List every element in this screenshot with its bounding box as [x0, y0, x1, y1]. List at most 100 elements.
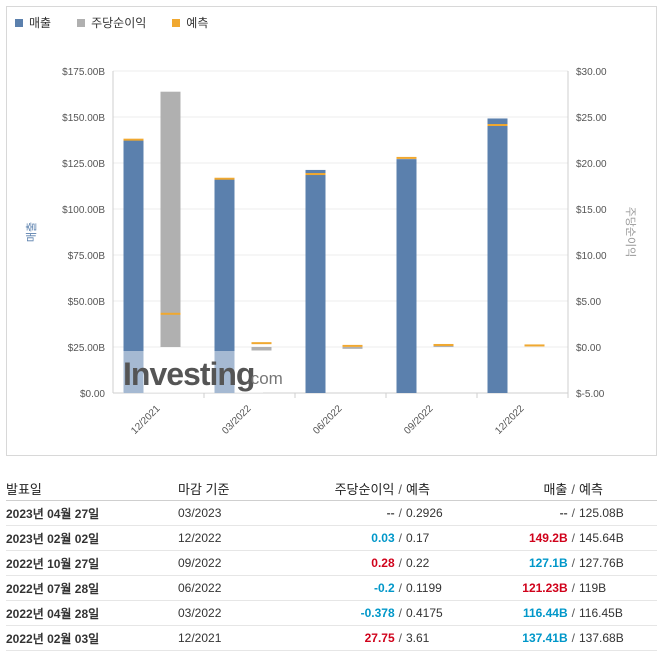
table-row: 2023년 04월 27일 03/2023 --/0.2926 --/125.08B: [6, 500, 657, 526]
header-period[interactable]: 마감 기준: [178, 476, 266, 501]
cell-date-text: 2022년 04월 28일: [6, 606, 100, 621]
revenue-swatch-icon: [15, 18, 23, 27]
cell-date-text: 2022년 02월 03일: [6, 631, 100, 646]
header-slash: /: [571, 481, 575, 497]
header-revenue: 매출 /: [468, 476, 579, 501]
left-tick-label: $125.00B: [62, 159, 105, 170]
revenue-bar: [123, 140, 144, 393]
cell-eps-value: -0.2: [373, 581, 395, 595]
revenue-bar: [487, 118, 508, 394]
cell-revenue-forecast-text: 137.68B: [579, 631, 624, 645]
cell-slash: /: [571, 631, 575, 645]
cell-revenue-forecast: 127.76B: [579, 550, 657, 576]
cell-period-text: 03/2022: [178, 606, 222, 620]
cell-date: 2022년 10월 27일: [6, 550, 178, 576]
cell-eps-forecast: 0.1199: [406, 575, 468, 601]
cell-eps: 27.75/: [266, 625, 406, 651]
cell-period: 03/2023: [178, 500, 266, 526]
header-date[interactable]: 발표일: [6, 476, 178, 501]
cell-revenue-forecast: 145.64B: [579, 525, 657, 551]
eps-swatch-icon: [77, 18, 86, 27]
cell-revenue: 121.23B /: [468, 575, 579, 601]
right-tick-label: $10.00: [576, 251, 607, 262]
cell-revenue-value: 127.1B: [528, 556, 568, 570]
eps-forecast-mark: [251, 342, 272, 345]
cell-period-text: 12/2021: [178, 631, 222, 645]
table-row: 2022년 02월 03일 12/2021 27.75/3.61 137.41B/13…: [6, 625, 657, 651]
cell-eps-forecast: 0.17: [406, 525, 468, 551]
cell-revenue-forecast-text: 127.76B: [579, 556, 624, 570]
cell-slash: /: [398, 606, 402, 620]
table-row: 2022년 07월 28일 06/2022 -0.2/0.1199 121.23B/1…: [6, 575, 657, 601]
revenue-bar: [396, 159, 417, 393]
table-header-row: 발표일 마감 기준 주당순이익 / 예측 매출 / 예측: [6, 476, 657, 501]
header-revenue-forecast[interactable]: 예측: [579, 476, 657, 501]
eps-forecast-mark: [160, 312, 181, 315]
right-tick-label: $30.00: [576, 67, 607, 78]
revenue-forecast-mark: [487, 124, 508, 127]
cell-revenue-value: --: [559, 506, 568, 520]
cell-eps-value: 0.03: [371, 531, 395, 545]
cell-period: 12/2022: [178, 525, 266, 551]
cell-revenue-forecast: 125.08B: [579, 500, 657, 526]
cell-revenue-value: 121.23B: [522, 581, 568, 595]
legend-item-eps[interactable]: 주당순이익: [77, 14, 146, 31]
chart-legend: 매출 주당순이익 예측: [15, 14, 208, 31]
cell-revenue-value: 149.2B: [528, 531, 568, 545]
cell-revenue: -- /: [468, 500, 579, 526]
header-eps: 주당순이익 /: [266, 476, 406, 501]
forecast-swatch-icon: [172, 18, 181, 27]
header-revenue-label[interactable]: 매출: [543, 481, 568, 497]
cell-eps: -0.2/: [266, 575, 406, 601]
cell-eps-forecast-text: 0.22: [406, 556, 430, 570]
cell-date-text: 2022년 10월 27일: [6, 556, 100, 571]
revenue-bar: [214, 178, 235, 393]
cell-revenue-forecast: 116.45B: [579, 600, 657, 626]
cell-revenue-forecast-text: 125.08B: [579, 506, 624, 520]
cell-eps-forecast: 3.61: [406, 625, 468, 651]
header-eps-forecast[interactable]: 예측: [406, 476, 468, 501]
left-tick-label: $75.00B: [68, 251, 106, 262]
cell-eps-value: 0.28: [371, 556, 395, 570]
left-axis-title: 매출: [25, 222, 38, 242]
cell-eps-value: -0.378: [360, 606, 395, 620]
cell-eps: 0.28/: [266, 550, 406, 576]
cell-period: 06/2022: [178, 575, 266, 601]
cell-period-text: 06/2022: [178, 581, 222, 595]
cell-period-text: 09/2022: [178, 556, 222, 570]
cell-revenue-forecast: 119B: [579, 575, 657, 601]
cell-revenue-forecast: 137.68B: [579, 625, 657, 651]
eps-forecast-mark: [342, 344, 363, 347]
cell-revenue-value: 116.44B: [522, 606, 568, 620]
right-tick-label: $20.00: [576, 159, 607, 170]
cell-period-text: 12/2022: [178, 531, 222, 545]
header-eps-label[interactable]: 주당순이익: [334, 481, 395, 497]
cell-date: 2023년 02월 02일: [6, 525, 178, 551]
cell-date-text: 2023년 04월 27일: [6, 506, 100, 521]
header-slash: /: [398, 481, 402, 497]
legend-item-revenue[interactable]: 매출: [15, 14, 51, 31]
cell-eps: -0.378/: [266, 600, 406, 626]
cell-slash: /: [571, 506, 575, 520]
cell-date: 2022년 04월 28일: [6, 600, 178, 626]
cell-eps-forecast-text: 3.61: [406, 631, 430, 645]
x-tick-label: 03/2022: [220, 403, 254, 437]
left-tick-label: $100.00B: [62, 205, 105, 216]
table-row: 2022년 10월 27일 09/2022 0.28/0.22 127.1B/127.…: [6, 550, 657, 576]
eps-bar: [342, 347, 363, 349]
cell-slash: /: [398, 631, 402, 645]
cell-period: 03/2022: [178, 600, 266, 626]
revenue-forecast-mark: [305, 173, 326, 176]
legend-item-forecast[interactable]: 예측: [172, 14, 208, 31]
right-tick-label: $5.00: [576, 297, 601, 308]
cell-slash: /: [571, 606, 575, 620]
cell-date: 2022년 02월 03일: [6, 625, 178, 651]
watermark-backdrop: [123, 351, 263, 393]
cell-period-text: 03/2023: [178, 506, 222, 520]
cell-revenue: 116.44B /: [468, 600, 579, 626]
watermark-suffix: .com: [246, 369, 283, 388]
cell-eps-forecast-text: 0.2926: [406, 506, 443, 520]
cell-date: 2023년 04월 27일: [6, 500, 178, 526]
x-tick-label: 12/2021: [129, 403, 163, 437]
cell-slash: /: [571, 581, 575, 595]
